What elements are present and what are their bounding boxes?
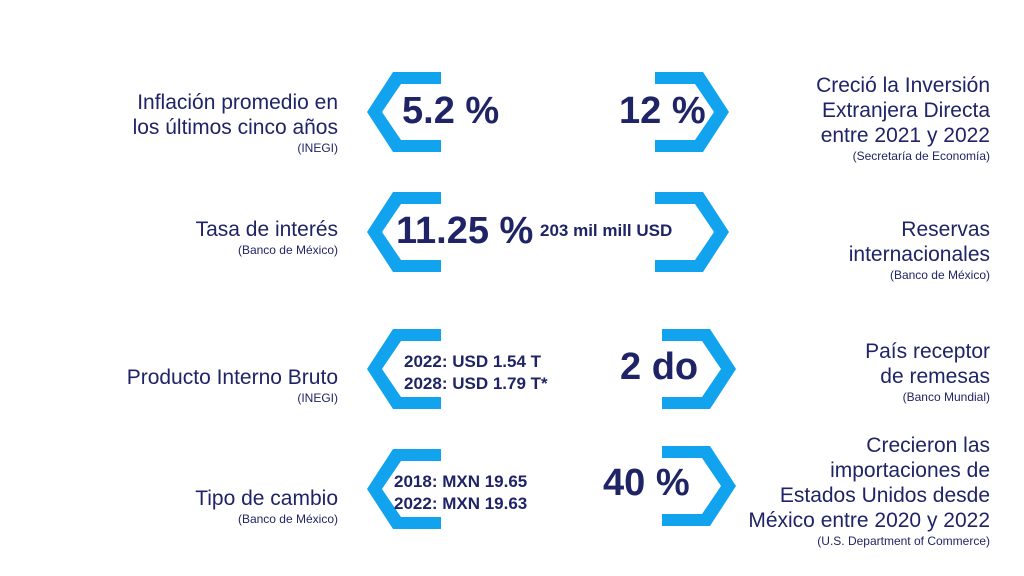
indicator-label-gdp: Producto Interno Bruto (INEGI) [127, 365, 338, 407]
chevron-right-icon [655, 192, 729, 272]
label-line: entre 2021 y 2022 [820, 124, 990, 147]
label-line: Crecieron las [866, 434, 990, 457]
label-line: Tasa de interés [195, 218, 338, 241]
indicator-label-imports: Crecieron las importaciones de Estados U… [700, 433, 990, 550]
chevron-left-icon [367, 192, 441, 272]
value-line: 2022: USD 1.54 T [404, 352, 542, 371]
investment-growth-value: 12 % [619, 90, 706, 132]
exchange-rate-value: 2018: MXN 19.65 2022: MXN 19.63 [394, 471, 527, 515]
chevron-right-icon [655, 72, 729, 152]
label-line: Tipo de cambio [195, 487, 338, 510]
label-line: de remesas [880, 365, 990, 388]
chevron-left-icon [367, 449, 441, 529]
label-line: importaciones de [830, 459, 990, 482]
source-note: (Banco de México) [237, 512, 338, 526]
source-note: (Secretaría de Economía) [852, 149, 990, 163]
indicator-label-inflation: Inflación promedio en los últimos cinco … [133, 90, 338, 157]
label-line: México entre 2020 y 2022 [748, 509, 990, 532]
chevron-left-icon [367, 72, 441, 152]
label-line: Estados Unidos desde [779, 484, 990, 507]
interest-rate-value: 11.25 % [396, 210, 534, 252]
label-line: los últimos cinco años [132, 116, 338, 139]
label-line: internacionales [848, 243, 990, 266]
label-line: País receptor [865, 340, 990, 363]
indicator-label-remittances: País receptor de remesas (Banco Mundial) [700, 339, 990, 406]
value-line: 2028: USD 1.79 T* [404, 374, 548, 393]
indicator-label-reserves: Reservas internacionales (Banco de Méxic… [700, 217, 990, 284]
value-line: 2022: MXN 19.63 [394, 494, 528, 513]
source-note: (Banco Mundial) [902, 390, 990, 404]
chevron-left-icon [367, 329, 441, 409]
label-line: Producto Interno Bruto [126, 366, 338, 389]
source-note: (U.S. Department of Commerce) [817, 534, 990, 548]
source-note: (INEGI) [297, 141, 338, 155]
gdp-value: 2022: USD 1.54 T 2028: USD 1.79 T* [404, 351, 548, 395]
indicator-label-interest: Tasa de interés (Banco de México) [196, 217, 338, 259]
label-line: Reservas [901, 218, 990, 241]
remittance-rank-value: 2 do [620, 346, 699, 388]
chevron-right-icon [662, 446, 736, 526]
source-note: (Banco de México) [237, 243, 338, 257]
source-note: (INEGI) [297, 391, 338, 405]
value-line: 2018: MXN 19.65 [394, 472, 528, 491]
indicator-label-exchange: Tipo de cambio (Banco de México) [195, 486, 338, 528]
label-line: Extranjera Directa [821, 99, 990, 122]
inflation-value: 5.2 % [402, 90, 500, 132]
source-note: (Banco de México) [889, 268, 990, 282]
imports-growth-value: 40 % [603, 462, 690, 504]
reserves-value: 203 mil mill USD [540, 221, 673, 240]
label-line: Creció la Inversión [816, 74, 990, 97]
chevron-right-icon [662, 329, 736, 409]
indicator-label-investment: Creció la Inversión Extranjera Directa e… [700, 73, 990, 165]
label-line: Inflación promedio en [137, 91, 338, 114]
